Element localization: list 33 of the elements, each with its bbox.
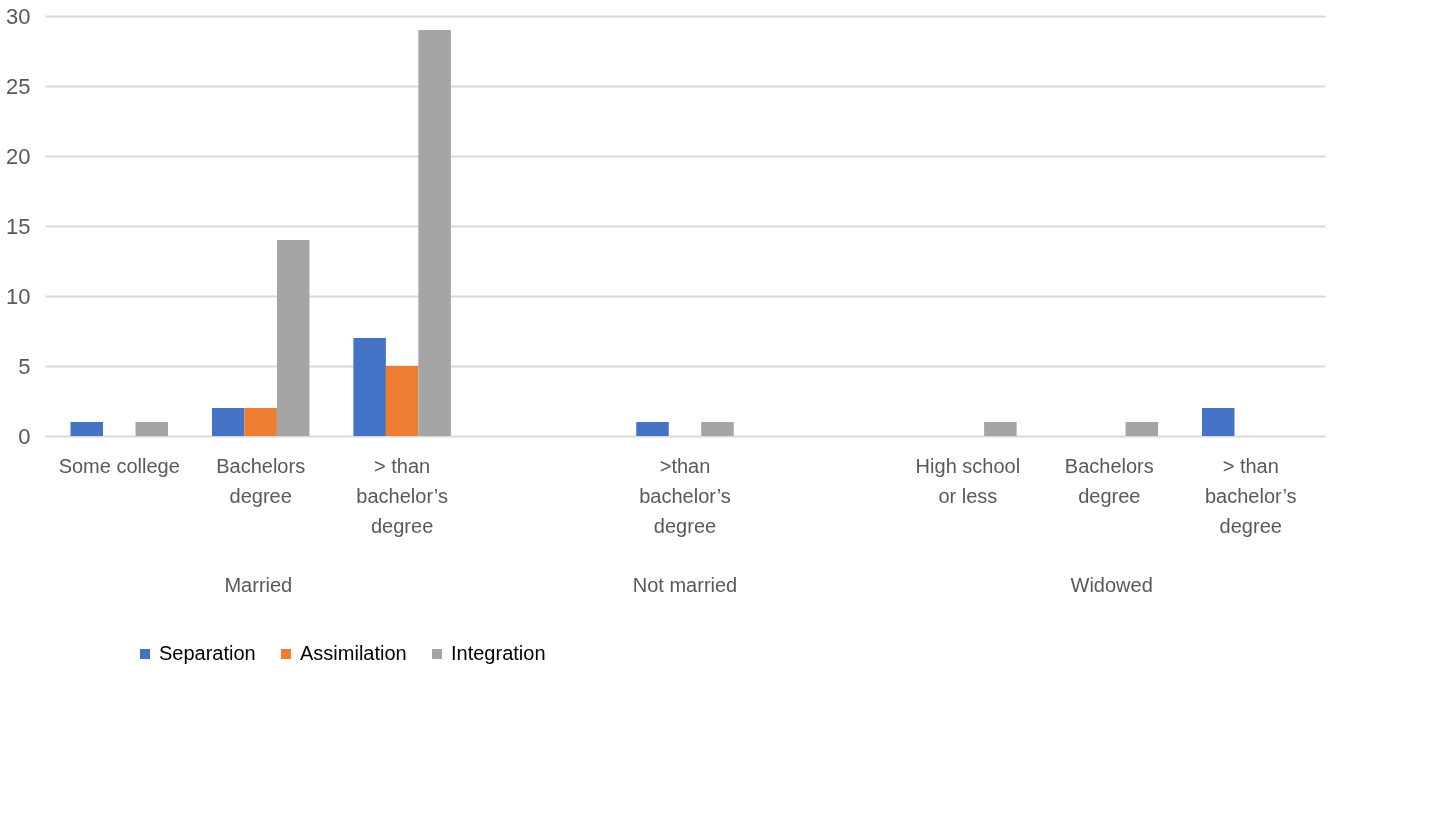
bar <box>418 30 451 436</box>
x-tick-label: > than bachelor’s degree <box>356 454 448 537</box>
y-tick-label: 5 <box>18 353 31 379</box>
legend-label: Integration <box>451 642 546 664</box>
bar <box>701 422 734 436</box>
x-tick-label: High school or less <box>915 454 1021 507</box>
bar <box>211 408 245 436</box>
bar <box>385 366 419 436</box>
bar <box>1202 408 1235 436</box>
legend-label: Separation <box>159 642 256 664</box>
x-tick-label: > than bachelor’s degree <box>1204 454 1297 537</box>
x-tick-label: Bachelors degree <box>216 454 306 507</box>
text: Married <box>224 574 293 596</box>
bar <box>276 240 310 436</box>
bar <box>70 422 104 436</box>
y-tick-label: 25 <box>6 73 31 99</box>
bar <box>244 408 277 436</box>
text: Widowed <box>1070 574 1153 596</box>
legend-label: Assimilation <box>300 642 407 664</box>
bar <box>984 422 1017 436</box>
x-tick-label: Bachelors degree <box>1064 454 1154 507</box>
x-tick-label: Some college <box>58 454 180 477</box>
bar <box>353 338 386 436</box>
text: Not married <box>632 574 738 596</box>
y-tick-label: 10 <box>6 283 31 309</box>
bar <box>636 422 669 436</box>
y-tick-label: 30 <box>6 3 31 29</box>
y-tick-label: 0 <box>18 423 31 449</box>
y-tick-label: 20 <box>6 143 31 169</box>
bar <box>1125 422 1159 436</box>
x-tick-label: >than bachelor’s degree <box>639 454 731 537</box>
bar <box>135 422 168 436</box>
y-tick-label: 15 <box>6 213 31 239</box>
